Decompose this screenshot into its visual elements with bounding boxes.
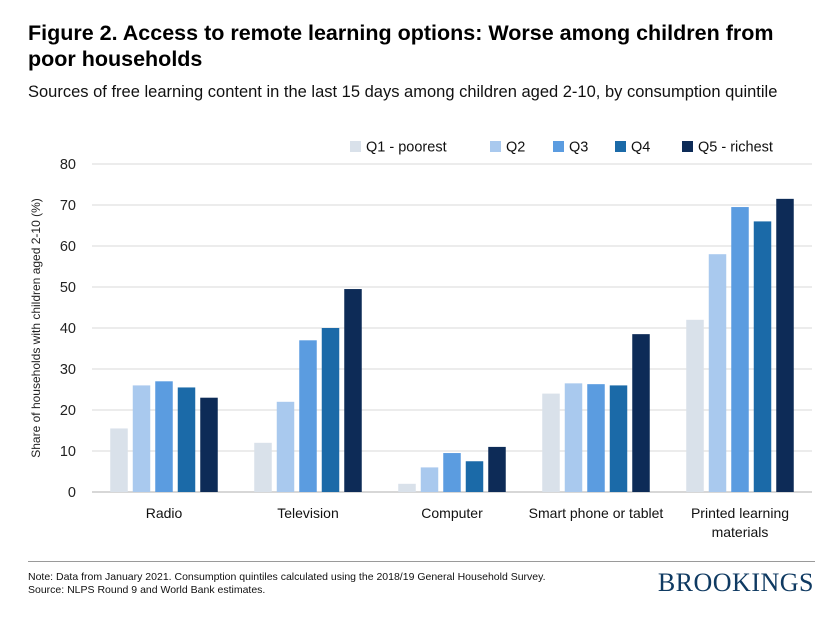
legend-label: Q2 <box>506 140 525 156</box>
bar-q1-poorest-printed-learning-materials <box>686 319 704 492</box>
bar-q3-television <box>299 340 317 492</box>
bar-q5-richest-smart-phone-or-tablet <box>632 334 650 492</box>
legend-label: Q3 <box>569 140 588 156</box>
bar-q3-radio <box>155 381 173 492</box>
bar-q1-poorest-television <box>254 442 272 492</box>
legend-label: Q5 - richest <box>698 140 773 156</box>
x-tick-label: Television <box>277 505 338 521</box>
bar-q5-richest-computer <box>488 446 506 492</box>
bar-q4-computer <box>465 461 484 492</box>
bar-q3-printed-learning-materials <box>731 207 749 493</box>
bar-q2-computer <box>420 467 439 492</box>
bar-q4-television <box>321 328 340 492</box>
brookings-logo: BROOKINGS <box>657 568 814 597</box>
y-tick-label: 20 <box>60 403 76 419</box>
y-tick-label: 40 <box>60 321 76 337</box>
bar-q5-richest-radio <box>200 397 218 492</box>
legend-swatch <box>615 141 626 152</box>
source-text: Source: NLPS Round 9 and World Bank esti… <box>28 584 266 596</box>
bar-chart: 0 10 20 30 40 50 60 70 80 Share of households wit… <box>29 140 812 540</box>
bar-q4-radio <box>177 387 196 492</box>
footer-notes: Note: Data from January 2021. Consumptio… <box>28 571 546 597</box>
legend-swatch <box>682 141 693 152</box>
y-axis-label: Share of households with children aged 2… <box>29 198 43 458</box>
y-tick-label: 60 <box>60 239 76 255</box>
x-tick-label: Smart phone or tablet <box>529 505 664 521</box>
note-text: Note: Data from January 2021. Consumptio… <box>28 571 546 583</box>
bar-q2-television <box>276 401 295 492</box>
legend-swatch <box>553 141 564 152</box>
y-tick-label: 10 <box>60 444 76 460</box>
y-tick-label: 50 <box>60 280 76 296</box>
bar-q1-poorest-smart-phone-or-tablet <box>542 393 560 492</box>
legend-swatch <box>350 141 361 152</box>
bar-q2-radio <box>132 385 151 492</box>
y-tick-label: 70 <box>60 198 76 214</box>
legend-label: Q1 - poorest <box>366 140 447 156</box>
bar-q2-smart-phone-or-tablet <box>564 383 583 492</box>
bar-q4-printed-learning-materials <box>753 221 772 492</box>
bar-q3-smart-phone-or-tablet <box>587 384 605 492</box>
bar-q5-richest-printed-learning-materials <box>776 198 794 492</box>
legend-label: Q4 <box>631 140 650 156</box>
x-tick-label: materials <box>712 524 769 540</box>
bar-q1-poorest-computer <box>398 483 416 492</box>
chart-subtitle: Sources of free learning content in the … <box>28 83 778 101</box>
x-tick-label: Radio <box>146 505 183 521</box>
legend-swatch <box>490 141 501 152</box>
y-tick-label: 30 <box>60 362 76 378</box>
y-tick-label: 0 <box>68 485 76 501</box>
bar-q4-smart-phone-or-tablet <box>609 385 628 492</box>
x-tick-label: Computer <box>421 505 483 521</box>
bar-q2-printed-learning-materials <box>708 254 727 492</box>
y-tick-label: 80 <box>60 157 76 173</box>
bar-q5-richest-television <box>344 289 362 492</box>
bar-q1-poorest-radio <box>110 428 128 492</box>
chart-title: Figure 2. Access to remote learning opti… <box>28 21 774 71</box>
bar-q3-computer <box>443 453 461 492</box>
x-tick-label: Printed learning <box>691 505 789 521</box>
footer-divider <box>28 561 815 562</box>
